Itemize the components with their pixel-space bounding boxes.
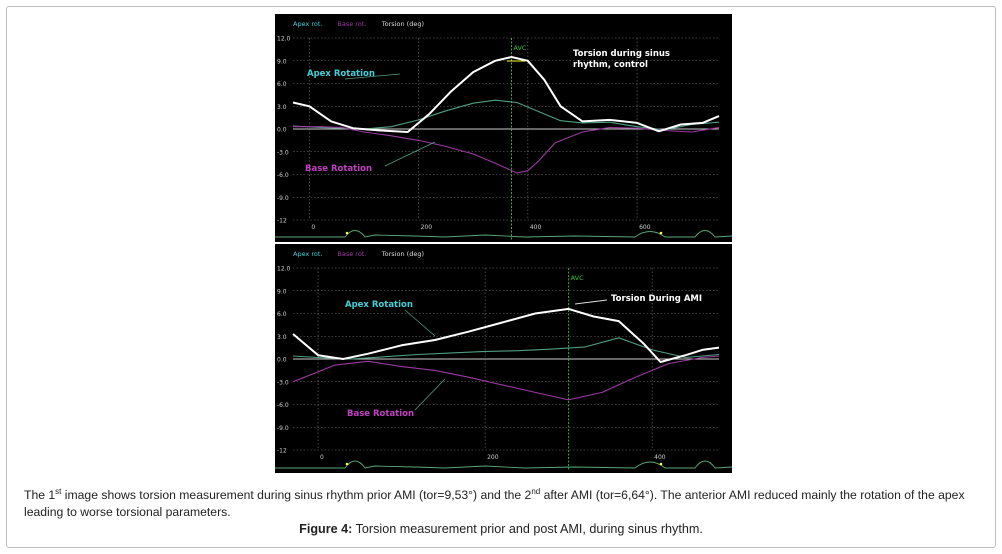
base-rotation-label: Base Rotation [305,164,372,174]
y-tick-label: -12 [277,218,287,225]
caption-text-2: image shows torsion measurement during s… [61,488,532,503]
y-tick-label: 0.0 [277,127,287,134]
torsion-line [292,56,720,133]
y-tick-label: -9.0 [277,195,289,202]
torsion-line [292,307,720,363]
base-pointer [384,141,436,167]
x-tick-label: 200 [487,454,499,461]
legend-entry: Torsion (deg) [381,250,424,258]
figure-frame [6,6,996,548]
legend-entry: Base rot. [337,20,366,28]
x-tick-label: 600 [639,224,651,231]
y-tick-label: -6.0 [277,402,289,409]
y-tick-label: 6.0 [277,81,287,88]
figure-title-text: Torsion measurement prior and post AMI, … [352,522,703,536]
y-tick-label: 3.0 [277,104,287,111]
y-tick-label: 9.0 [277,58,287,65]
apex-pointer [344,73,401,80]
y-tick-label: 12.0 [277,36,291,43]
y-tick-label: -12 [277,448,287,455]
base-pointer [414,378,446,411]
y-tick-label: 3.0 [277,334,287,341]
torsion-chart-ami: Apex rot. Base rot. Torsion (deg) 12.0 9.0 6.… [275,250,732,471]
ecg-marker [659,462,663,466]
apex-rotation-label: Apex Rotation [307,69,375,79]
y-tick-label: 9.0 [277,288,287,295]
y-tick-label: -6.0 [277,172,289,179]
ecg-marker [345,462,349,466]
figure-label: Figure 4: [299,522,353,536]
ecg-trace [275,460,732,469]
y-tick-label: -3.0 [277,149,289,156]
ecg-marker [345,231,349,235]
legend-entry: Torsion (deg) [381,20,424,28]
torsion-chart-control: Apex rot. Base rot. Torsion (deg) 12.0 9.0 6.… [275,20,732,240]
y-tick-label: 0.0 [277,357,287,364]
apex-rotation-line [292,99,720,131]
figure-caption: The 1st image shows torsion measurement … [24,483,984,521]
base-rotation-line [293,126,720,174]
torsion-label: Torsion during sinus [573,49,670,59]
avc-label: AVC [571,274,584,282]
torsion-label-line2: rhythm, control [573,60,648,70]
x-tick-label: 0 [320,454,324,461]
torsion-pointer [574,299,608,305]
x-tick-label: 200 [421,224,433,231]
caption-text-3: after AMI (tor=6,64°). The anterior AMI … [24,488,965,520]
ecg-trace [275,230,732,238]
chart-panel-control: Apex rot. Base rot. Torsion (deg) 12.0 9.0 6.… [275,14,732,242]
x-tick-label: 400 [654,454,666,461]
x-tick-label: 400 [530,224,542,231]
caption-sup-1: st [55,487,62,496]
ecg-marker [659,231,663,235]
y-tick-label: -9.0 [277,425,289,432]
y-tick-label: 6.0 [277,311,287,318]
caption-text-1: The 1 [24,488,56,503]
caption-sup-2: nd [531,487,541,496]
apex-pointer [404,309,436,337]
apex-rotation-label: Apex Rotation [345,300,413,310]
chart-panel-ami: Apex rot. Base rot. Torsion (deg) 12.0 9.0 6.… [275,244,732,473]
avc-label: AVC [513,44,526,52]
torsion-label: Torsion During AMI [611,294,702,304]
y-tick-label: 12.0 [277,266,291,273]
legend-entry: Base rot. [337,250,366,258]
legend-entry: Apex rot. [293,250,323,258]
figure-title: Figure 4: Torsion measurement prior and … [0,522,1002,536]
y-tick-label: -3.0 [277,379,289,386]
base-rotation-line [292,355,720,401]
x-tick-label: 0 [311,224,315,231]
legend-entry: Apex rot. [293,20,323,28]
base-rotation-label: Base Rotation [347,409,414,419]
